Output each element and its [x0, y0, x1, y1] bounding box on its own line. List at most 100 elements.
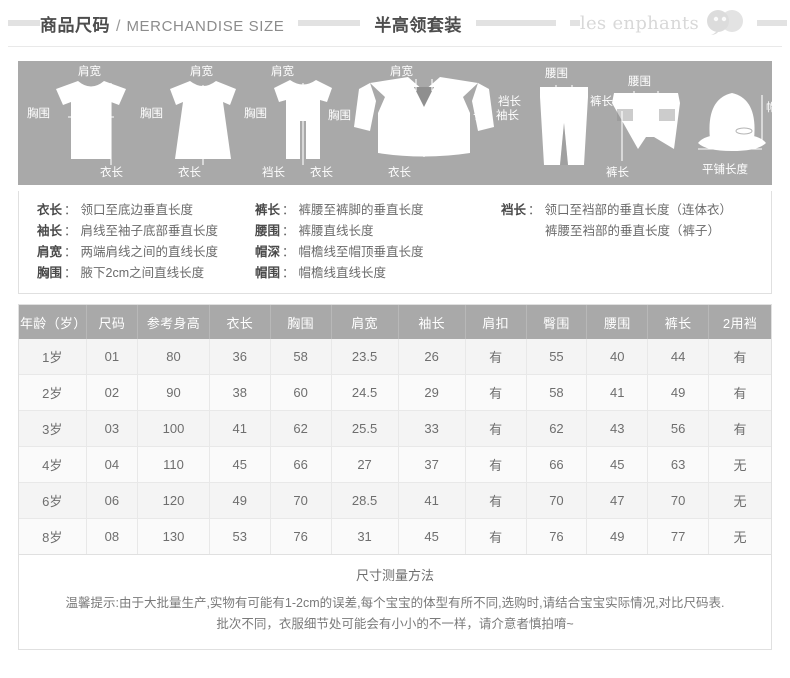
table-cell: 62	[270, 410, 332, 447]
table-cell: 49	[647, 374, 709, 411]
table-cell: 110	[137, 446, 210, 483]
diagram-jacket: 肩宽 胸围 衣长 袖长	[328, 64, 519, 179]
definition-row: 帽围 ： 帽檐线直线长度	[255, 263, 501, 284]
header-rule-left	[8, 20, 40, 26]
table-row: 4岁 04 110 45 66 27 37 有 66 45 63 无	[19, 446, 771, 483]
diagram-pants: 腰围 裆长 裤长 长	[473, 67, 613, 165]
svg-text:裆长: 裆长	[262, 166, 285, 179]
definition-desc: 腋下2cm之间直线长度	[80, 266, 205, 280]
table-cell: 70	[526, 482, 588, 519]
table-cell: 有	[465, 410, 527, 447]
table-cell: 无	[708, 482, 771, 519]
table-cell: 66	[526, 446, 588, 483]
diagram-dress: 肩宽 胸围 衣长	[140, 64, 236, 179]
footer-note-line-1: 温馨提示:由于大批量生产,实物有可能有1-2cm的误差,每个宝宝的体型有所不同,…	[65, 596, 725, 610]
product-subtitle: 半高领套装	[374, 15, 462, 35]
definition-colon: ：	[282, 224, 295, 238]
table-cell: 56	[647, 410, 709, 447]
table-cell: 26	[398, 339, 466, 375]
diagram-romper: 肩宽 胸围 裆长 衣长	[244, 64, 333, 179]
table-cell: 43	[586, 410, 649, 447]
table-cell: 45	[209, 446, 271, 483]
svg-text:肩宽: 肩宽	[190, 64, 213, 78]
table-cell: 47	[586, 482, 649, 519]
table-cell: 01	[86, 339, 139, 375]
svg-text:裤长: 裤长	[590, 94, 613, 108]
table-cell: 49	[209, 482, 271, 519]
table-cell: 06	[86, 482, 139, 519]
table-header-cell: 袖长	[398, 305, 466, 339]
definition-desc: 裤腰直线长度	[298, 224, 374, 238]
table-cell: 53	[209, 518, 271, 554]
svg-text:衣长: 衣长	[388, 165, 411, 179]
table-header-cell: 参考身高	[137, 305, 210, 339]
table-cell: 37	[398, 446, 466, 483]
svg-text:肩宽: 肩宽	[78, 64, 101, 78]
table-row: 6岁 06 120 49 70 28.5 41 有 70 47 70 无	[19, 482, 771, 519]
measurement-definitions: 衣长 ： 领口至底边垂直长度 袖长 ： 肩线至袖子底部垂直长度 肩宽 ： 两端肩…	[18, 191, 772, 294]
table-cell: 25.5	[331, 410, 399, 447]
table-cell: 33	[398, 410, 466, 447]
svg-text:腰围: 腰围	[628, 75, 651, 88]
definition-row: 帽深 ： 帽檐线至帽顶垂直长度	[255, 242, 501, 263]
title-english: MERCHANDISE SIZE	[126, 17, 285, 35]
table-cell: 24.5	[331, 374, 399, 411]
svg-text:衣长: 衣长	[178, 165, 201, 179]
table-cell: 03	[86, 410, 139, 447]
table-cell: 有	[465, 446, 527, 483]
definition-term: 裆长	[501, 203, 527, 217]
table-cell: 70	[647, 482, 709, 519]
definition-desc: 裤腰至裤脚的垂直长度	[298, 203, 424, 217]
definition-desc: 领口至底边垂直长度	[80, 203, 194, 217]
table-header-cell: 腰围	[586, 305, 649, 339]
svg-text:袖长: 袖长	[496, 108, 519, 122]
table-cell: 45	[398, 518, 466, 554]
definition-row: 胸围 ： 腋下2cm之间直线长度	[37, 263, 255, 284]
svg-text:帽深: 帽深	[766, 100, 772, 114]
svg-text:肩宽: 肩宽	[390, 64, 413, 78]
definitions-column-3: 裆长 ： 领口至裆部的垂直长度（连体衣） 裤腰至裆部的垂直长度（裤子）	[501, 200, 771, 284]
table-cell: 90	[137, 374, 210, 411]
definition-term: 肩宽	[37, 245, 63, 259]
definition-term: 帽围	[255, 266, 281, 280]
table-cell: 80	[137, 339, 210, 375]
svg-text:长: 长	[473, 109, 485, 122]
table-header-row: 年龄（岁） 尺码 参考身高 衣长 胸围 肩宽 袖长 肩扣 臀围 腰围 裤长 2用…	[19, 305, 771, 339]
table-cell: 58	[270, 339, 332, 375]
svg-text:裆长: 裆长	[498, 95, 521, 108]
table-cell: 70	[270, 482, 332, 519]
header-rule-filler	[569, 20, 580, 26]
table-cell: 41	[398, 482, 466, 519]
definition-desc: 帽檐线直线长度	[298, 266, 387, 280]
table-body: 1岁 01 80 36 58 23.5 26 有 55 40 44 有 2岁 0…	[19, 339, 771, 554]
definition-row: 肩宽 ： 两端肩线之间的直线长度	[37, 242, 255, 263]
definition-term: 帽深	[255, 245, 281, 259]
footer-title: 尺寸测量方法	[355, 568, 434, 583]
title-separator: /	[116, 17, 121, 35]
table-cell: 38	[209, 374, 271, 411]
svg-text:裤长: 裤长	[606, 165, 629, 179]
definition-row: 裤长 ： 裤腰至裤脚的垂直长度	[255, 200, 501, 221]
table-cell: 100	[137, 410, 210, 447]
header-rule-right	[757, 20, 788, 26]
page-title: 商品尺码 / MERCHANDISE SIZE	[40, 11, 284, 36]
definition-row: 袖长 ： 肩线至袖子底部垂直长度	[37, 221, 255, 242]
table-cell: 76	[526, 518, 588, 554]
elephant-icon	[705, 9, 745, 37]
table-cell: 45	[586, 446, 649, 483]
size-table-container: 年龄（岁） 尺码 参考身高 衣长 胸围 肩宽 袖长 肩扣 臀围 腰围 裤长 2用…	[18, 304, 772, 555]
definitions-column-2: 裤长 ： 裤腰至裤脚的垂直长度 腰围 ： 裤腰直线长度 帽深 ： 帽檐线至帽顶垂…	[255, 200, 501, 284]
definition-desc: 领口至裆部的垂直长度（连体衣）	[544, 203, 733, 217]
definition-term: 腰围	[255, 224, 281, 238]
table-header-cell: 肩扣	[465, 305, 527, 339]
definition-colon: ：	[282, 203, 295, 217]
definition-desc: 肩线至袖子底部垂直长度	[80, 224, 219, 238]
table-cell: 02	[86, 374, 139, 411]
table-cell: 60	[270, 374, 332, 411]
svg-text:衣长: 衣长	[100, 165, 123, 179]
definition-colon: ：	[528, 203, 541, 217]
table-cell: 44	[647, 339, 709, 375]
definition-colon: ：	[64, 224, 77, 238]
table-cell: 有	[465, 339, 527, 375]
